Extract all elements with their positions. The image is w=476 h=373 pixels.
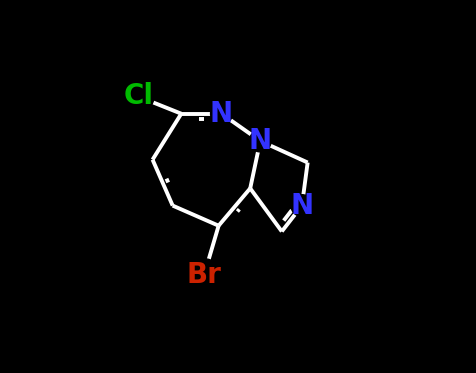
Circle shape: [290, 195, 312, 216]
Text: N: N: [248, 127, 271, 155]
Text: Cl: Cl: [123, 82, 153, 110]
Circle shape: [249, 130, 270, 152]
Circle shape: [122, 81, 154, 112]
Text: N: N: [290, 192, 313, 220]
Text: N: N: [209, 100, 233, 128]
Circle shape: [188, 259, 219, 290]
Text: Br: Br: [187, 260, 221, 289]
Circle shape: [210, 103, 232, 125]
